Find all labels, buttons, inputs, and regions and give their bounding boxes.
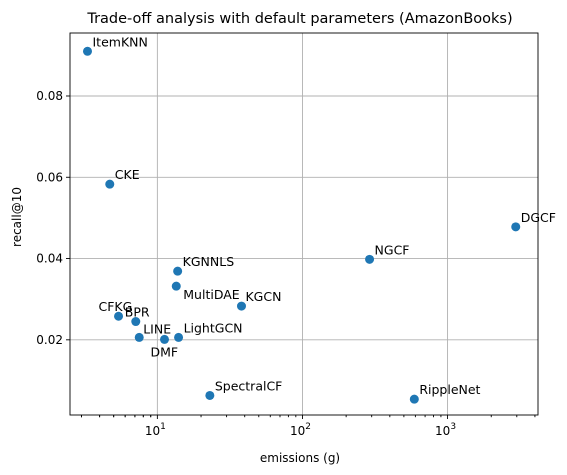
- point-label: BPR: [125, 305, 150, 320]
- x-tick-label: 102: [290, 422, 311, 438]
- x-tick-label-exponent: 3: [450, 422, 456, 432]
- point-spectralcf: [205, 390, 215, 400]
- point-label: RippleNet: [419, 382, 480, 397]
- point-label: CKE: [115, 167, 140, 182]
- point-multidae: [171, 281, 181, 291]
- x-tick-label-base: 10: [435, 424, 450, 438]
- point-label: LINE: [143, 321, 171, 336]
- x-tick-label-base: 10: [290, 424, 305, 438]
- point-cfkg: [114, 311, 124, 321]
- point-dgcf: [511, 222, 521, 232]
- y-tick-label: 0.04: [36, 252, 63, 266]
- x-tick-label: 103: [435, 422, 456, 438]
- plot-frame: [69, 32, 539, 416]
- chart-title: Trade-off analysis with default paramete…: [86, 11, 512, 27]
- y-axis-label: recall@10: [10, 187, 24, 247]
- point-label: KGNNLS: [183, 254, 235, 269]
- point-cke: [105, 179, 115, 189]
- point-kgcn: [236, 301, 246, 311]
- point-label: DGCF: [521, 210, 556, 225]
- point-label: ItemKNN: [92, 34, 147, 49]
- y-tick-label: 0.06: [36, 170, 63, 184]
- x-axis-label: emissions (g): [260, 451, 340, 465]
- point-itemknn: [82, 46, 92, 56]
- x-tick-label-exponent: 2: [305, 422, 311, 432]
- point-ripplenet: [409, 394, 419, 404]
- point-label: DMF: [151, 344, 179, 359]
- point-lightgcn: [174, 332, 184, 342]
- x-tick-label-base: 10: [145, 424, 160, 438]
- data-points: [82, 46, 521, 404]
- point-line: [134, 332, 144, 342]
- point-dmf: [160, 334, 170, 344]
- point-label: KGCN: [245, 289, 281, 304]
- y-tick-label: 0.08: [36, 89, 63, 103]
- point-label: NGCF: [375, 242, 410, 257]
- point-label: CFKG: [99, 299, 133, 314]
- x-tick-label: 101: [145, 422, 166, 438]
- grid-lines: [70, 33, 538, 415]
- point-label: MultiDAE: [183, 287, 240, 302]
- point-bpr: [131, 317, 141, 327]
- point-kgnnls: [173, 266, 183, 276]
- point-ngcf: [365, 254, 375, 264]
- point-label: LightGCN: [184, 320, 243, 335]
- point-labels: ItemKNN CKE DGCF NGCF KGNNLS MultiDAE KGCN CFKG…: [92, 34, 555, 397]
- x-tick-label-exponent: 1: [160, 422, 166, 432]
- point-label: SpectralCF: [215, 378, 283, 393]
- y-tick-label: 0.02: [36, 333, 63, 347]
